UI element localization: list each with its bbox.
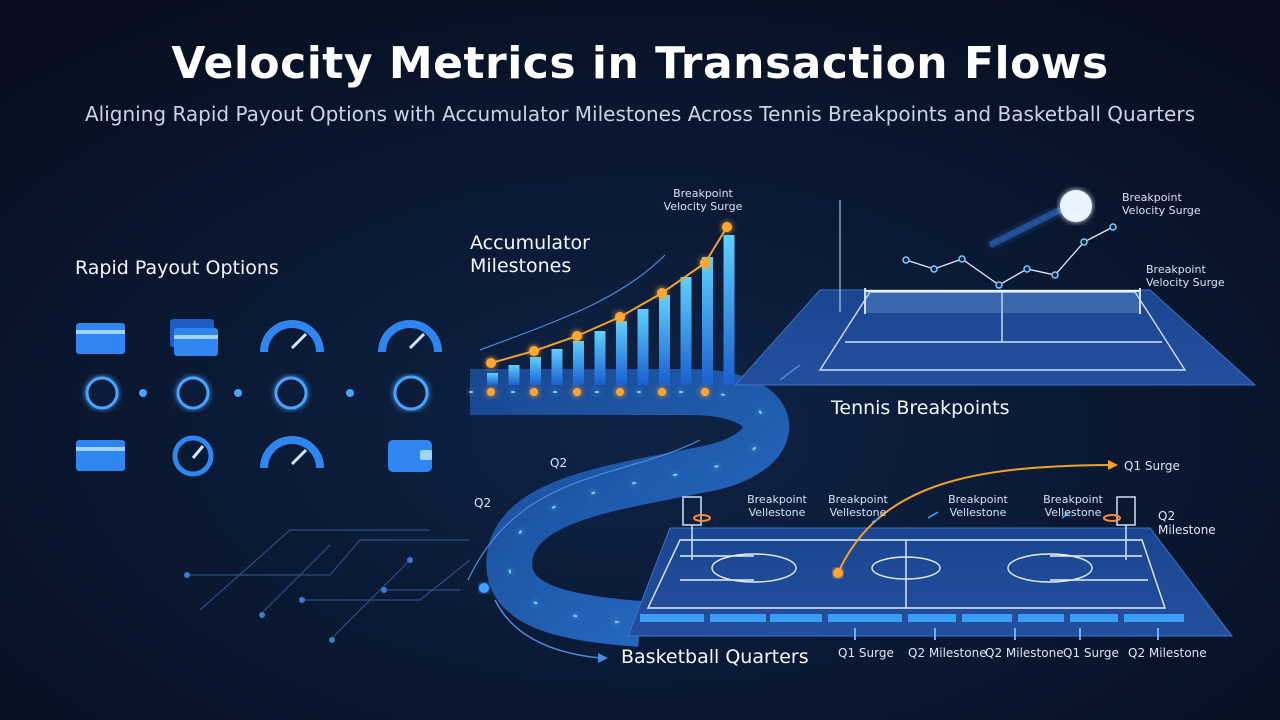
deco-bar: [723, 235, 735, 385]
arrow-line: [494, 599, 601, 659]
court-label: Breakpoint Vellestone: [747, 493, 807, 519]
accumulator-points: [486, 222, 732, 396]
title: Velocity Metrics in Transaction Flows: [171, 38, 1109, 89]
accumulator-bars: [487, 235, 735, 385]
basketball-court: [627, 460, 1234, 640]
section-label: Basketball Quarters: [621, 646, 809, 668]
deco-bar: [573, 341, 584, 385]
side-label: Q2 Milestone: [1158, 509, 1216, 538]
deco-bar: [680, 277, 692, 385]
circuit-lines: [185, 529, 471, 641]
subtitle: Aligning Rapid Payout Options with Accum…: [85, 102, 1195, 126]
annotation: Breakpoint Velocity Surge: [1122, 191, 1201, 217]
road-dots: [469, 391, 768, 625]
quarter-label: Q2: [550, 456, 568, 470]
deco-bar: [616, 321, 627, 385]
deco-bar: [594, 331, 606, 385]
court-label: Breakpoint Vellestone: [1043, 493, 1103, 519]
deco-bar: [530, 357, 541, 385]
deco-bar: [659, 295, 670, 385]
section-label: Accumulator Milestones: [470, 232, 590, 277]
node: [479, 583, 489, 593]
road-edge: [467, 439, 701, 581]
deco-bar: [487, 373, 498, 385]
section-label: Tennis Breakpoints: [831, 397, 1010, 419]
deco-bar: [702, 257, 713, 385]
circuit-dots: [184, 557, 413, 643]
deco-bar: [637, 309, 649, 385]
payout-icons: [76, 319, 442, 477]
bottom-label: Q2 Milestone: [985, 646, 1064, 660]
deco-bar: [508, 365, 520, 385]
section-label: Rapid Payout Options: [75, 257, 279, 279]
court-label: Breakpoint Vellestone: [828, 493, 888, 519]
bottom-label: Q2 Milestone: [908, 646, 987, 660]
trend-arrow: [479, 254, 666, 351]
side-label: Q1 Surge: [1124, 459, 1180, 473]
bottom-label: Q1 Surge: [838, 646, 894, 660]
bottom-label: Q2 Milestone: [1128, 646, 1207, 660]
annotation: Breakpoint Velocity Surge: [1146, 263, 1225, 289]
court-label: Breakpoint Vellestone: [948, 493, 1008, 519]
annotation: Breakpoint Velocity Surge: [663, 187, 743, 213]
tennis-court: [733, 190, 1257, 386]
quarter-label: Q2: [474, 496, 492, 510]
deco-bar: [551, 349, 563, 385]
bottom-label: Q1 Surge: [1063, 646, 1119, 660]
arrow-head: [598, 653, 608, 663]
